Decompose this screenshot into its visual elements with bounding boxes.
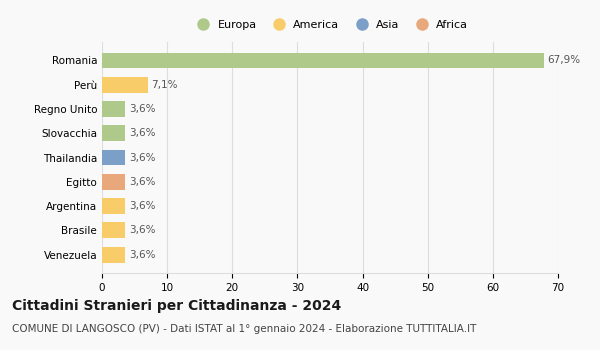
Text: COMUNE DI LANGOSCO (PV) - Dati ISTAT al 1° gennaio 2024 - Elaborazione TUTTITALI: COMUNE DI LANGOSCO (PV) - Dati ISTAT al … [12, 324, 476, 334]
Bar [102, 198, 125, 214]
Text: 3,6%: 3,6% [129, 104, 155, 114]
Text: 3,6%: 3,6% [129, 128, 155, 138]
Text: 3,6%: 3,6% [129, 250, 155, 260]
Legend: Europa, America, Asia, Africa: Europa, America, Asia, Africa [187, 15, 473, 34]
Text: Cittadini Stranieri per Cittadinanza - 2024: Cittadini Stranieri per Cittadinanza - 2… [12, 299, 341, 313]
Text: 3,6%: 3,6% [129, 201, 155, 211]
Bar [102, 77, 148, 92]
Bar [102, 125, 125, 141]
Bar [102, 247, 125, 262]
Bar [102, 223, 125, 238]
Text: 3,6%: 3,6% [129, 225, 155, 235]
Bar [102, 149, 125, 166]
Text: 67,9%: 67,9% [548, 55, 581, 65]
Text: 3,6%: 3,6% [129, 177, 155, 187]
Bar [102, 52, 544, 68]
Bar [102, 101, 125, 117]
Text: 3,6%: 3,6% [129, 153, 155, 162]
Bar [102, 174, 125, 190]
Text: 7,1%: 7,1% [152, 80, 178, 90]
